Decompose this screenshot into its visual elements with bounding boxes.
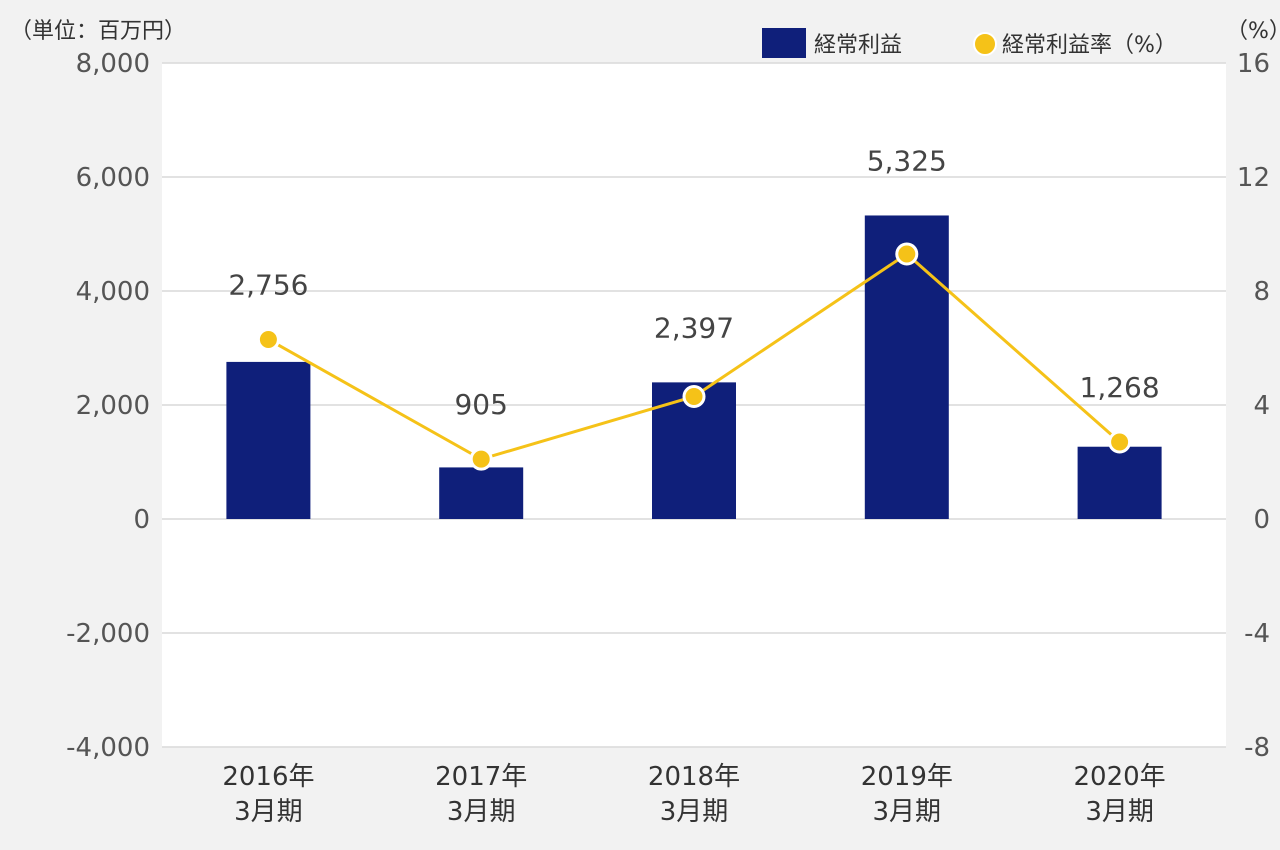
category-label-year: 2018年 bbox=[648, 762, 740, 792]
bar bbox=[226, 361, 311, 519]
category-label-period: 3月期 bbox=[447, 797, 516, 827]
line-series bbox=[256, 242, 1132, 471]
bar bbox=[864, 215, 949, 519]
data-label: 2,756 bbox=[228, 268, 308, 301]
legend-line-label: 経常利益率（%） bbox=[1002, 33, 1177, 58]
right-tick-label: 12 bbox=[1237, 163, 1270, 193]
category-label-period: 3月期 bbox=[660, 797, 729, 827]
ratio-marker bbox=[469, 447, 493, 471]
data-label: 2,397 bbox=[654, 311, 734, 344]
right-tick-label: 8 bbox=[1253, 277, 1270, 307]
legend-bar-label: 経常利益 bbox=[814, 33, 902, 58]
category-label-period: 3月期 bbox=[873, 797, 942, 827]
data-labels: 2,756 905 2,397 5,325 1,268 bbox=[228, 144, 1159, 421]
left-axis-unit-label: （単位：百万円） bbox=[10, 19, 186, 44]
data-label: 1,268 bbox=[1080, 371, 1160, 404]
data-label: 905 bbox=[454, 388, 507, 421]
category-label-year: 2017年 bbox=[435, 762, 527, 792]
category-labels: 2016年 3月期 2017年 3月期 2018年 3月期 2019年 3月期 2020年 3月期 bbox=[222, 762, 1165, 827]
ratio-marker bbox=[1108, 430, 1132, 454]
legend-bar-swatch bbox=[762, 28, 806, 58]
left-tick-label: -4,000 bbox=[66, 733, 150, 763]
right-tick-label: 4 bbox=[1253, 391, 1270, 421]
ratio-marker bbox=[682, 384, 706, 408]
category-label-year: 2019年 bbox=[861, 762, 953, 792]
left-tick-label: -2,000 bbox=[66, 619, 150, 649]
bar bbox=[1077, 446, 1162, 519]
data-label: 5,325 bbox=[867, 144, 947, 177]
right-tick-label: -8 bbox=[1244, 733, 1270, 763]
right-tick-label: 16 bbox=[1237, 49, 1270, 79]
category-label-year: 2020年 bbox=[1074, 762, 1166, 792]
left-tick-label: 6,000 bbox=[76, 163, 150, 193]
gridlines bbox=[162, 62, 1226, 748]
left-tick-label: 8,000 bbox=[76, 49, 150, 79]
right-tick-label: -4 bbox=[1244, 619, 1270, 649]
left-tick-label: 0 bbox=[133, 505, 150, 535]
legend: 経常利益 経常利益率（%） bbox=[762, 28, 1177, 58]
ratio-marker bbox=[895, 242, 919, 266]
legend-line-swatch bbox=[973, 32, 997, 56]
category-label-year: 2016年 bbox=[222, 762, 314, 792]
left-tick-label: 2,000 bbox=[76, 391, 150, 421]
bar-series bbox=[226, 215, 1162, 519]
right-axis-ticks: 16 12 8 4 0 -4 -8 bbox=[1237, 49, 1270, 763]
bar bbox=[439, 467, 524, 519]
right-tick-label: 0 bbox=[1253, 505, 1270, 535]
ratio-marker bbox=[256, 327, 280, 351]
category-label-period: 3月期 bbox=[1085, 797, 1154, 827]
left-tick-label: 4,000 bbox=[76, 277, 150, 307]
left-axis-ticks: 8,000 6,000 4,000 2,000 0 -2,000 -4,000 bbox=[66, 49, 150, 763]
right-axis-unit-label: （%） bbox=[1226, 19, 1280, 44]
category-label-period: 3月期 bbox=[234, 797, 303, 827]
